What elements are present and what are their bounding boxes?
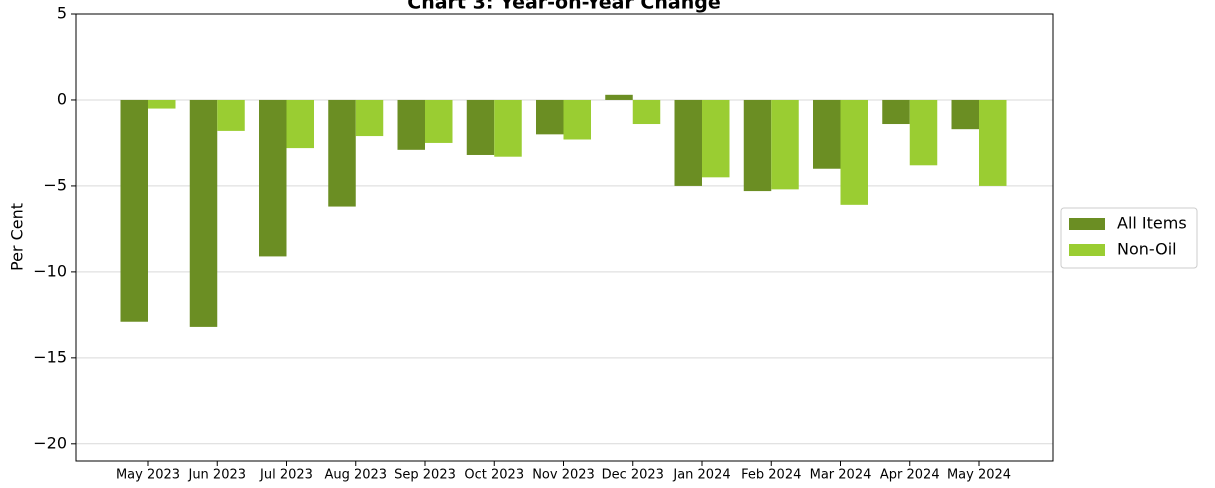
bar bbox=[259, 99, 287, 257]
bar bbox=[189, 99, 218, 327]
bar bbox=[840, 99, 868, 205]
bar bbox=[979, 99, 1007, 186]
bar bbox=[771, 99, 799, 190]
y-tick-label: −5 bbox=[43, 175, 67, 194]
bar bbox=[494, 99, 522, 157]
y-tick-label: 5 bbox=[57, 4, 67, 23]
bar bbox=[120, 99, 148, 322]
y-tick-label: −20 bbox=[33, 433, 67, 452]
chart-title: Chart 3: Year-on-Year Change bbox=[407, 0, 720, 14]
x-tick-label: Feb 2024 bbox=[741, 468, 801, 483]
legend-label: All Items bbox=[1117, 214, 1187, 233]
bar bbox=[632, 99, 661, 125]
bar bbox=[909, 99, 938, 166]
y-tick-label: 0 bbox=[57, 89, 67, 108]
bar bbox=[355, 99, 384, 137]
bar bbox=[328, 99, 356, 207]
y-axis-label: Per Cent bbox=[8, 203, 27, 271]
legend-swatch bbox=[1069, 244, 1105, 256]
bar bbox=[605, 94, 633, 100]
x-tick-label: Jan 2024 bbox=[672, 468, 730, 483]
bar bbox=[702, 99, 730, 178]
x-tick-label: Mar 2024 bbox=[810, 468, 872, 483]
y-tick-label: −10 bbox=[33, 261, 67, 280]
bar bbox=[286, 99, 314, 149]
bar bbox=[882, 99, 910, 125]
x-tick-label: Dec 2023 bbox=[602, 468, 664, 483]
x-tick-label: Sep 2023 bbox=[394, 468, 456, 483]
bar bbox=[466, 99, 495, 155]
bar bbox=[148, 99, 176, 109]
legend-swatch bbox=[1069, 218, 1105, 230]
bar bbox=[425, 99, 453, 143]
x-tick-label: Oct 2023 bbox=[464, 468, 524, 483]
x-tick-label: Jun 2023 bbox=[187, 468, 246, 483]
x-tick-label: Jul 2023 bbox=[259, 468, 313, 483]
bar bbox=[813, 99, 841, 169]
bar bbox=[217, 99, 245, 131]
bar bbox=[536, 99, 564, 135]
x-tick-label: Aug 2023 bbox=[324, 468, 387, 483]
y-tick-label: −15 bbox=[33, 347, 67, 366]
bar bbox=[563, 99, 591, 140]
x-tick-label: May 2023 bbox=[116, 468, 180, 483]
legend-label: Non-Oil bbox=[1117, 240, 1177, 259]
plot-frame bbox=[75, 13, 1054, 462]
x-tick-label: Apr 2024 bbox=[880, 468, 940, 483]
x-tick-label: Nov 2023 bbox=[532, 468, 595, 483]
bar bbox=[397, 99, 425, 150]
bar bbox=[951, 99, 979, 130]
bar bbox=[743, 99, 772, 192]
bar bbox=[674, 99, 702, 186]
x-tick-label: May 2024 bbox=[947, 468, 1011, 483]
